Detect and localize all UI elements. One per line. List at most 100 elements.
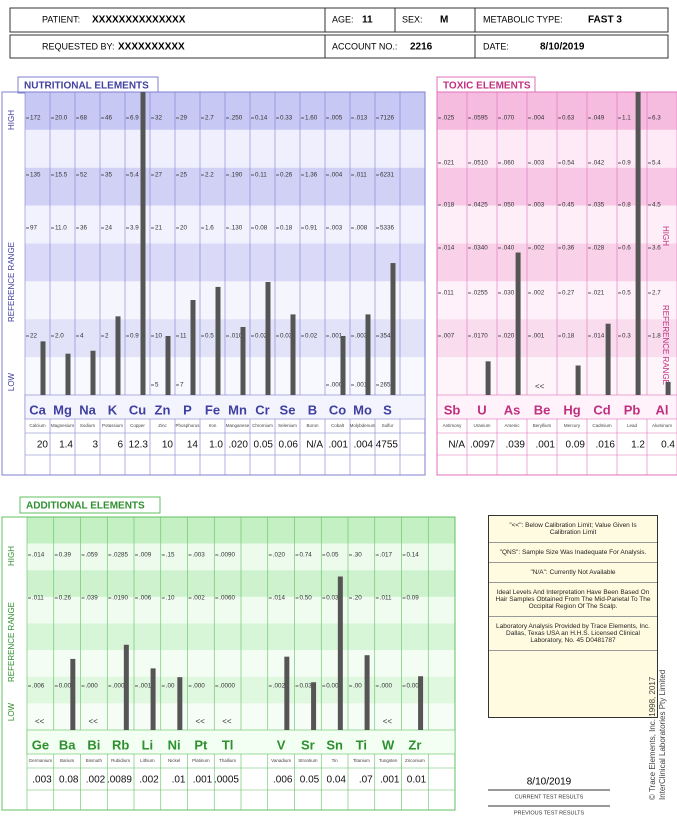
header-label: ACCOUNT NO.: (332, 41, 397, 51)
scale-label: 5.4 (130, 172, 139, 179)
legend-note: "<<": Below Calibration Limit; Value Giv… (489, 516, 657, 543)
header-cell (474, 7, 669, 33)
element-name: Cadmium (592, 423, 612, 428)
result-bar (215, 286, 221, 395)
legend-box: "<<": Below Calibration Limit; Value Giv… (488, 515, 658, 718)
scale-label: 2.0 (55, 333, 64, 340)
result-bar (165, 336, 171, 395)
scale-label: 6231 (380, 172, 395, 179)
scale-label: 11 (180, 333, 187, 340)
scale-label: 0.91 (305, 225, 318, 232)
element-symbol: Mo (353, 402, 372, 417)
scale-label: 20.0 (55, 115, 68, 122)
scale-label: 0.50 (300, 595, 313, 602)
scale-label: .010 (230, 333, 243, 340)
element-name: Sodium (80, 423, 96, 428)
element-symbol: Pt (194, 737, 208, 752)
header-value: 11 (362, 15, 373, 26)
scale-label: 3546 (380, 333, 395, 340)
scale-label: .003 (193, 552, 206, 559)
scale-label: 0.5 (622, 290, 631, 297)
element-result: .07 (359, 775, 373, 786)
scale-label: 2.2 (205, 172, 214, 179)
element-symbol: Li (142, 737, 154, 752)
scale-label: .011 (32, 595, 44, 602)
scale-label: .009 (139, 552, 152, 559)
panel-title: NUTRITIONAL ELEMENTS (24, 81, 149, 92)
element-symbol: Sb (444, 402, 461, 417)
scale-label: 2.7 (652, 290, 661, 297)
header-label: REQUESTED BY: (42, 41, 115, 51)
element-name: Manganese (226, 423, 250, 428)
scale-label: 1.6 (205, 225, 214, 232)
element-name: Lithium (140, 758, 155, 763)
scale-label: .003 (355, 333, 368, 340)
element-result: 0.05 (300, 775, 320, 786)
element-name: Vanadium (271, 758, 291, 763)
element-result: 10 (162, 440, 174, 451)
scale-label: .014 (273, 595, 286, 602)
header-value: M (440, 15, 448, 26)
scale-label: .011 (355, 172, 367, 179)
element-result: .004 (354, 440, 374, 451)
scale-label: .004 (532, 115, 545, 122)
scale-label: 32 (155, 115, 163, 122)
scale-label: 21 (155, 225, 163, 232)
axis-label: REFERENCE RANGE (7, 242, 16, 322)
element-result: 1.2 (631, 440, 645, 451)
scale-label: .0340 (472, 245, 488, 252)
element-result: .006 (273, 775, 293, 786)
scale-label: .008 (355, 225, 368, 232)
scale-label: .059 (86, 552, 99, 559)
scale-label: .20 (353, 595, 362, 602)
scale-label: 68 (80, 115, 88, 122)
scale-label: 1.1 (622, 115, 631, 122)
header-value: XXXXXXXXXX (118, 42, 185, 53)
scale-label: .15 (166, 552, 175, 559)
result-bar (70, 658, 76, 730)
scale-label: 172 (30, 115, 41, 122)
result-bar (265, 282, 271, 395)
element-symbol: Be (534, 402, 551, 417)
result-bar (177, 677, 183, 730)
header-label: PATIENT: (42, 14, 80, 24)
scale-label: 0.9 (130, 333, 139, 340)
header-cell (9, 7, 326, 33)
scale-label: 0.14 (255, 115, 268, 122)
element-symbol: U (477, 402, 486, 417)
scale-label: .0595 (472, 115, 488, 122)
scale-label: .049 (592, 115, 605, 122)
scale-label: .006 (32, 683, 45, 690)
axis-label: LOW (7, 372, 16, 391)
scale-label: .014 (592, 333, 605, 340)
element-name: Bismuth (86, 758, 103, 763)
scale-label: .0090 (219, 552, 235, 559)
element-result: .001 (329, 440, 349, 451)
scale-label: 0.02 (255, 333, 268, 340)
scale-label: 0.18 (562, 333, 575, 340)
element-name: Nickel (168, 758, 180, 763)
scale-label: 46 (105, 115, 113, 122)
scale-label: 0.8 (622, 202, 631, 209)
copyright-line: © Trace Elements, Inc. 1998, 2017 (648, 676, 657, 800)
scale-label: .001 (532, 333, 545, 340)
result-bar (365, 314, 371, 395)
element-name: Germanium (29, 758, 53, 763)
element-result: 20 (37, 440, 49, 451)
element-result: 12.3 (129, 440, 149, 451)
element-result: 3 (92, 440, 98, 451)
result-bar (65, 353, 71, 395)
element-result: 0.09 (566, 440, 586, 451)
below-limit-note: << (196, 717, 206, 726)
scale-label: .014 (442, 245, 455, 252)
scale-label: .000 (193, 683, 206, 690)
element-result: .039 (506, 440, 526, 451)
scale-label: 0.36 (562, 245, 575, 252)
element-name: Platinum (192, 758, 210, 763)
result-bar (123, 644, 129, 730)
element-result: 0.4 (661, 440, 675, 451)
element-result: .002 (139, 775, 159, 786)
element-name: Barium (60, 758, 75, 763)
